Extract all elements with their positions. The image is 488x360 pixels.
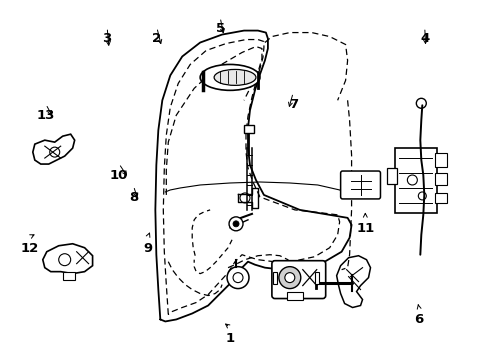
Bar [314,272,318,284]
Bar [434,153,447,167]
Text: 13: 13 [37,109,55,122]
Ellipse shape [200,64,260,90]
Bar [62,272,75,280]
Circle shape [233,221,239,227]
Bar [272,272,276,284]
Bar [395,148,436,213]
Circle shape [226,267,248,289]
Ellipse shape [214,69,255,85]
Text: 9: 9 [143,242,152,255]
Text: 12: 12 [21,242,39,255]
FancyBboxPatch shape [340,171,380,199]
Text: 8: 8 [128,191,138,204]
FancyBboxPatch shape [271,261,325,298]
Text: 3: 3 [102,32,112,45]
Circle shape [285,273,294,283]
Bar [244,125,253,133]
Bar [434,173,447,185]
Text: 7: 7 [288,98,297,111]
Text: 11: 11 [355,222,374,235]
Text: 10: 10 [109,168,128,181]
Bar [434,193,447,203]
Circle shape [278,267,300,289]
Text: 6: 6 [413,313,423,326]
Text: 4: 4 [419,32,428,45]
Bar [286,292,302,300]
Text: 1: 1 [225,332,234,345]
Text: 5: 5 [215,22,224,35]
Text: 2: 2 [152,32,161,45]
Bar [386,168,397,184]
Circle shape [228,217,243,231]
